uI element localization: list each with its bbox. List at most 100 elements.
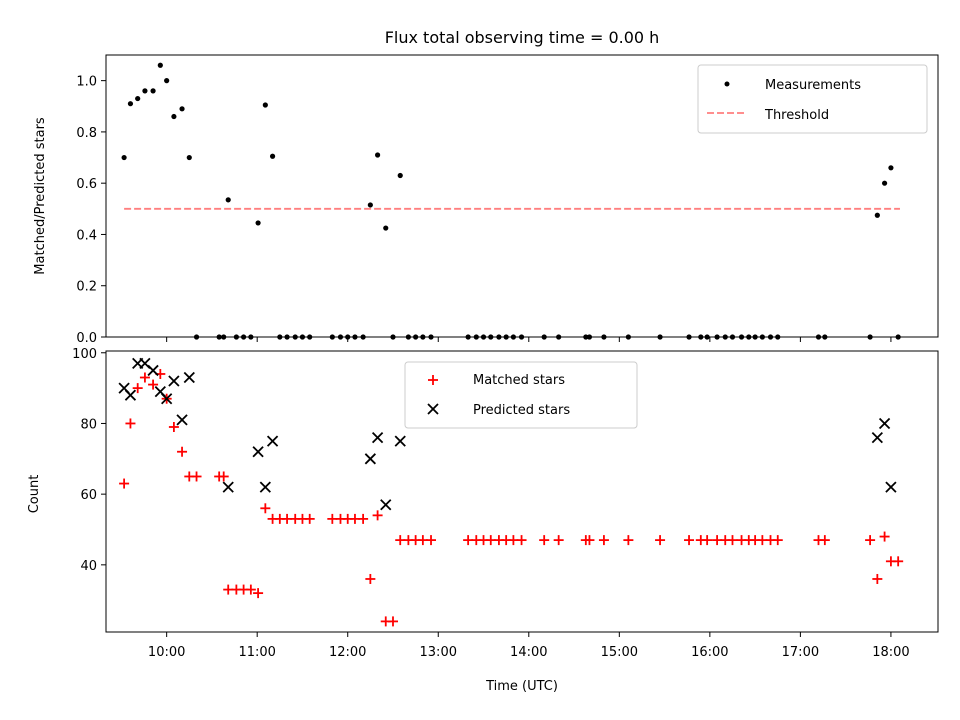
legend-threshold-label: Threshold <box>764 108 829 123</box>
matched-point <box>304 513 315 524</box>
top-x-ticks <box>166 337 892 342</box>
predicted-point <box>871 431 883 444</box>
predicted-point <box>183 371 195 384</box>
predicted-point <box>266 435 279 447</box>
bottom-legend: Matched stars Predicted stars <box>404 361 638 429</box>
measurement-point <box>874 212 880 218</box>
measurement-point <box>383 225 389 231</box>
top-y-ticks: 0.0 0.2 0.4 0.6 0.8 1.0 <box>76 75 106 346</box>
x-tick-label: 17:00 <box>782 645 819 660</box>
matched-point <box>553 535 564 546</box>
predicted-point <box>259 481 271 493</box>
x-tick-label: 18:00 <box>872 645 909 660</box>
top-legend-box <box>697 64 928 134</box>
y-tick-label: 0.8 <box>76 126 97 141</box>
x-tick-label: 11:00 <box>238 645 275 660</box>
predicted-point <box>878 417 891 430</box>
measurement-point <box>164 78 170 84</box>
matched-point <box>819 535 830 546</box>
y-tick-label: 100 <box>72 347 97 362</box>
y-tick-label: 80 <box>80 417 97 432</box>
legend-measurements-label: Measurements <box>765 78 861 93</box>
matched-point <box>125 418 136 429</box>
top-panel: 0.0 0.2 0.4 0.6 0.8 1.0 Matched/Predicted sta… <box>33 54 939 346</box>
measurement-point <box>171 113 177 120</box>
measurement-point <box>121 154 127 161</box>
measurement-point <box>225 197 231 203</box>
matched-point <box>623 535 634 546</box>
measurement-point <box>135 95 141 102</box>
predicted-point <box>252 446 264 458</box>
measurement-point <box>397 172 403 179</box>
x-tick-label: 12:00 <box>329 645 366 660</box>
predicted-point <box>364 453 376 465</box>
predicted-point <box>147 364 159 377</box>
measurement-point <box>150 88 156 94</box>
matched-point <box>358 513 369 524</box>
matched-point <box>148 379 159 390</box>
measurement-point <box>142 88 148 94</box>
matched-point <box>727 535 738 546</box>
matched-point <box>893 556 904 567</box>
x-tick-label: 16:00 <box>691 645 728 660</box>
predicted-point <box>380 499 392 511</box>
y-tick-label: 0.0 <box>76 331 97 346</box>
matched-point <box>245 584 256 595</box>
matched-point <box>539 535 550 546</box>
legend-predicted-marker <box>427 403 439 415</box>
y-tick-label: 40 <box>80 559 97 574</box>
matched-point <box>119 478 130 489</box>
matched-point <box>177 446 188 457</box>
matched-point <box>426 535 437 546</box>
measurement-point <box>269 153 276 159</box>
predicted-point <box>885 481 897 493</box>
y-tick-label: 0.2 <box>76 280 97 295</box>
matched-point <box>772 535 783 546</box>
predicted-point <box>176 414 188 426</box>
predicted-point <box>371 431 384 444</box>
legend-predicted-label: Predicted stars <box>473 403 570 418</box>
x-tick-label: 15:00 <box>601 645 638 660</box>
measurement-point <box>255 220 261 226</box>
matched-point <box>879 531 890 542</box>
x-tick-label: 14:00 <box>510 645 547 660</box>
measurement-point <box>374 152 381 158</box>
measurement-point <box>179 106 185 112</box>
x-tick-label: 13:00 <box>420 645 457 660</box>
matched-point <box>260 503 271 514</box>
predicted-point <box>394 435 406 447</box>
measurement-point <box>367 202 373 208</box>
y-tick-label: 60 <box>80 488 97 503</box>
chart-title: Flux total observing time = 0.00 h <box>385 28 660 47</box>
measurement-point <box>186 154 192 161</box>
matched-point <box>387 616 398 627</box>
matched-point <box>684 535 695 546</box>
bottom-y-ticks: 40 60 80 100 <box>72 347 106 574</box>
matched-point <box>218 471 229 482</box>
bottom-panel: 40 60 80 100 10:00 11:00 12:00 13:00 14:00 15:00… <box>27 347 939 694</box>
y-tick-label: 0.6 <box>76 177 97 192</box>
measurement-point <box>262 102 268 108</box>
matched-point <box>139 372 150 383</box>
y-tick-label: 1.0 <box>76 75 97 90</box>
bottom-legend-box <box>404 361 638 429</box>
bottom-x-ticks: 10:00 11:00 12:00 13:00 14:00 15:00 16:00 17:00… <box>148 632 910 660</box>
matched-point <box>872 573 883 584</box>
matched-point <box>365 573 376 584</box>
legend-matched-label: Matched stars <box>473 373 565 388</box>
matched-point <box>372 510 383 521</box>
legend-measurements-marker <box>724 81 730 87</box>
matched-point <box>168 421 179 432</box>
matched-point <box>598 535 609 546</box>
matched-point <box>702 535 713 546</box>
bottom-axes-frame <box>105 350 939 633</box>
matched-point <box>191 471 202 482</box>
matched-point <box>865 535 876 546</box>
matched-point <box>516 535 527 546</box>
measurement-point <box>157 62 163 68</box>
measurement-point <box>888 165 894 171</box>
matched-point <box>132 383 143 394</box>
top-axes-frame <box>105 54 939 338</box>
legend-matched-marker <box>428 375 438 385</box>
